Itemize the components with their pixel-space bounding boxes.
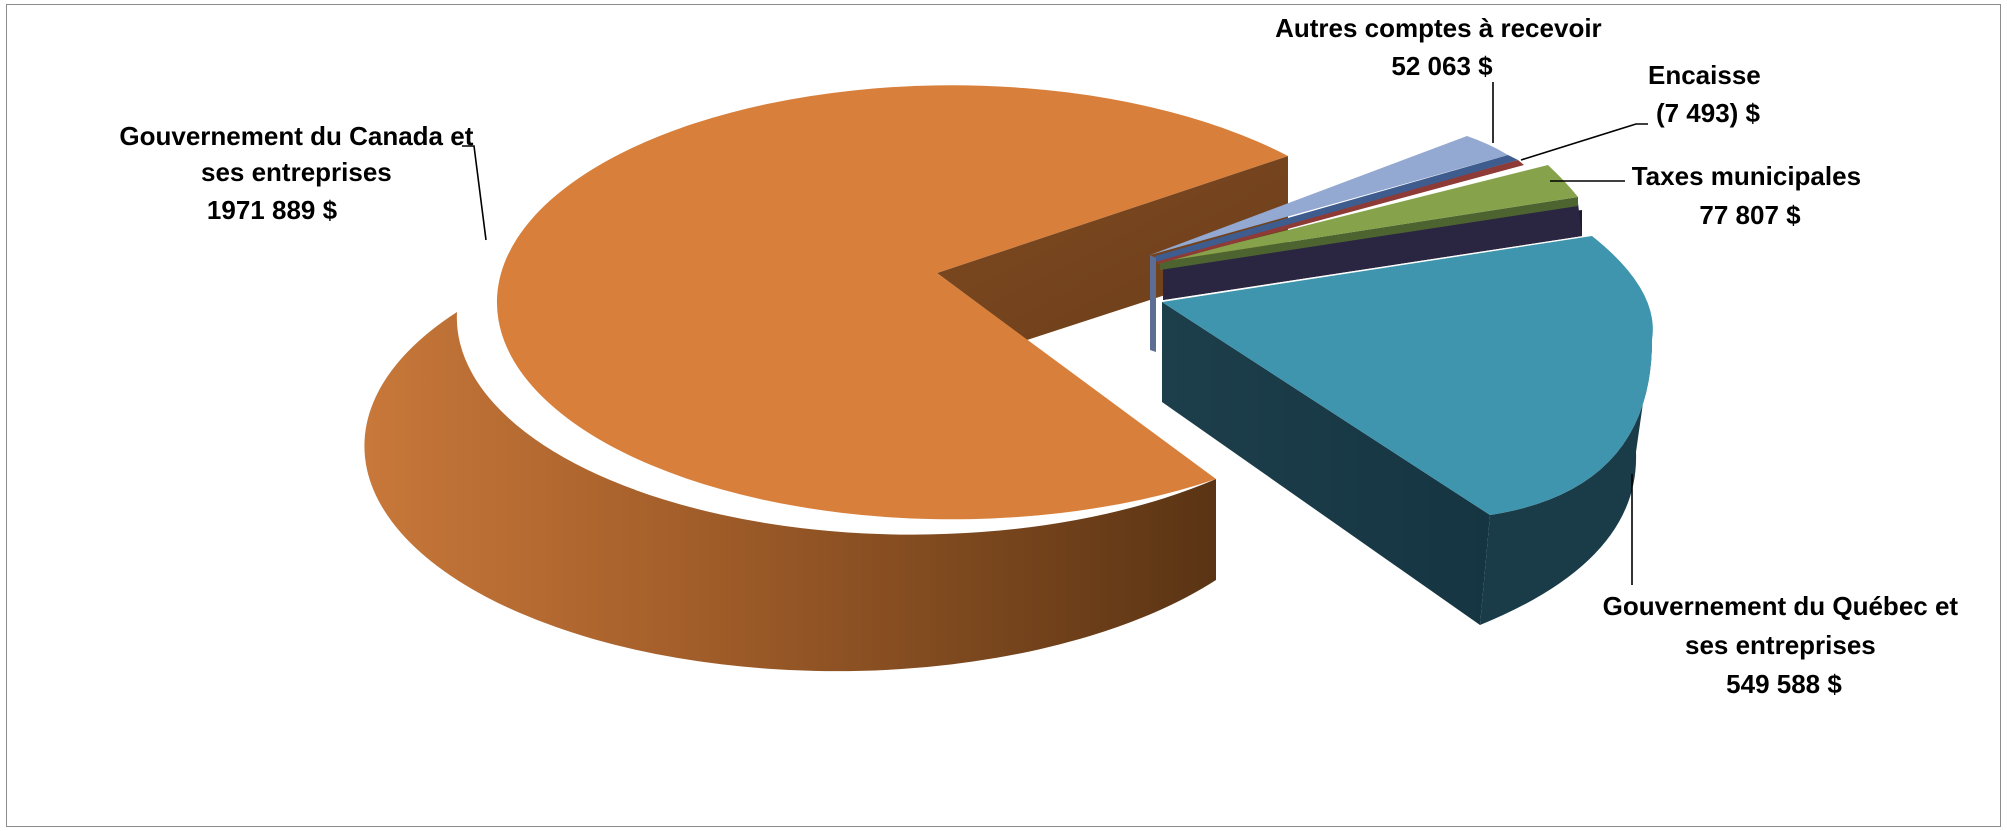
pie-slice-quebec bbox=[1162, 236, 1653, 625]
pie-slice-autres-side bbox=[1150, 255, 1156, 352]
label-encaisse: Encaisse (7 493) $ bbox=[1648, 60, 1768, 128]
pie-slice-canada bbox=[364, 85, 1288, 671]
leader-line-canada bbox=[462, 146, 486, 240]
leader-line-encaisse bbox=[1521, 124, 1648, 160]
label-quebec: Gouvernement du Québec et ses entreprise… bbox=[1603, 591, 1966, 699]
label-autres: Autres comptes à recevoir 52 063 $ bbox=[1275, 13, 1609, 81]
label-taxes: Taxes municipales 77 807 $ bbox=[1632, 161, 1869, 230]
label-canada: Gouvernement du Canada et ses entreprise… bbox=[119, 121, 480, 225]
